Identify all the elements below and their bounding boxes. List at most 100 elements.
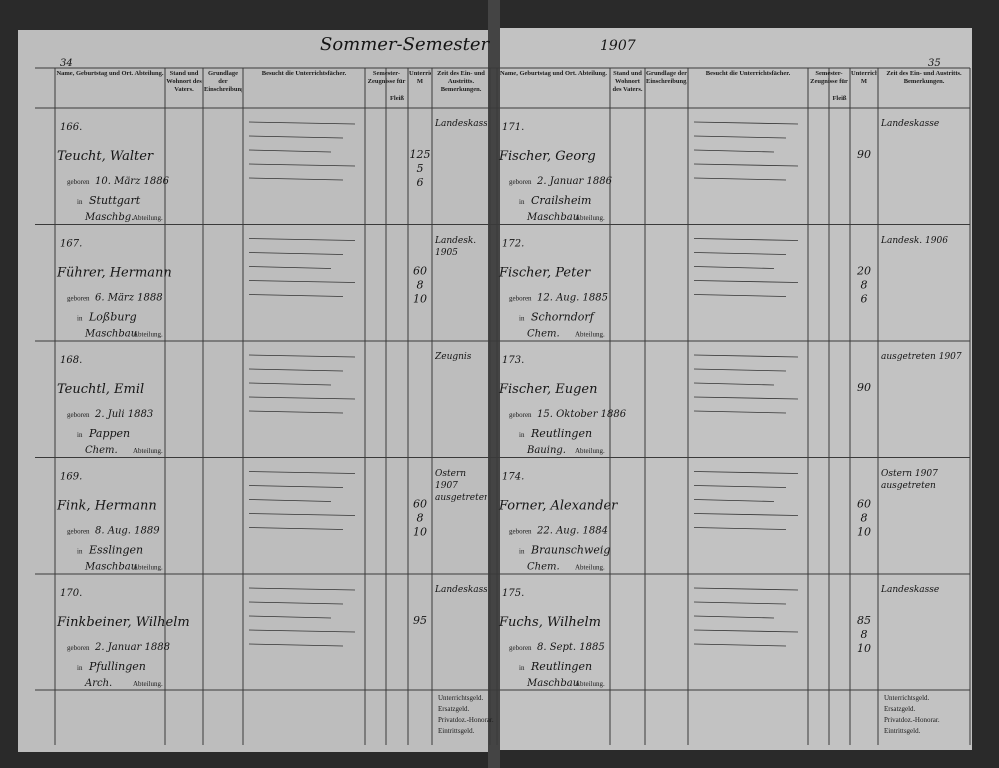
subject-scribble xyxy=(693,410,787,414)
entry-number: 172. xyxy=(502,239,524,250)
fee: 60 xyxy=(413,498,427,511)
header-cell: Name, Geburtstag und Ort. Abteilung. xyxy=(499,70,608,77)
remark-cell: Ostern 1907 ausgetreten xyxy=(435,468,487,503)
footer-label: Unterrichtsgeld. xyxy=(438,694,484,702)
department-label: Abteilung. xyxy=(133,564,163,572)
born-label: geboren xyxy=(509,411,532,419)
subject-scribble xyxy=(248,629,356,633)
header-text: Name, Geburtstag und Ort. Abteilung. xyxy=(499,70,608,77)
birth-place: Braunschweig xyxy=(530,544,610,557)
subject-scribble xyxy=(248,252,344,255)
born-label: geboren xyxy=(509,644,532,652)
entry-number: 171. xyxy=(502,122,524,133)
header-sub: Fleiß xyxy=(390,95,404,102)
header-cell: Besucht die Unterrichtsfächer. xyxy=(705,70,791,77)
subject-scribble xyxy=(248,527,344,530)
birth-place: Esslingen xyxy=(88,544,143,557)
remark-cell: Zeugnis xyxy=(435,352,471,362)
header-cell: Unterrichtsgeld M xyxy=(851,70,877,85)
subject-scribble xyxy=(693,149,775,153)
in-label: in xyxy=(519,431,525,439)
remark-cell: Landesk. 1906 xyxy=(881,236,948,246)
subject-scribble xyxy=(248,149,332,153)
born-label: geboren xyxy=(67,295,90,303)
header-text: Unterrichtsgeld M xyxy=(409,70,431,85)
remark: Landesk. 1905 xyxy=(435,235,477,258)
subject-scribble xyxy=(248,266,332,269)
subject-scribble xyxy=(248,135,344,139)
subject-scribble xyxy=(693,252,787,255)
subject-scribble xyxy=(248,499,332,502)
department: Chem. xyxy=(527,562,560,573)
header-cell: Unterrichtsgeld M xyxy=(409,70,431,85)
department-label: Abteilung. xyxy=(133,447,163,455)
birth-place: Pappen xyxy=(88,427,130,440)
right-page xyxy=(497,28,972,750)
department-label: Abteilung. xyxy=(575,447,605,455)
subject-scribble xyxy=(693,396,799,400)
born-label: geboren xyxy=(67,178,90,186)
entry-name: Finkbeiner, Wilhelm xyxy=(56,615,190,630)
born-label: geboren xyxy=(67,644,90,652)
subject-scribble xyxy=(693,471,799,474)
birth-date: 8. Sept. 1885 xyxy=(537,642,605,653)
entry-number: 166. xyxy=(60,122,82,133)
fee: 10 xyxy=(857,642,871,655)
entry-name: Fink, Hermann xyxy=(56,499,157,514)
subject-scribble xyxy=(693,163,799,167)
birth-date: 8. Aug. 1889 xyxy=(95,526,160,537)
remark: ausgetreten 1907 xyxy=(881,352,962,362)
page-number-right: 35 xyxy=(928,58,941,69)
birth-date: 2. Januar 1886 xyxy=(536,176,613,187)
subject-scribble xyxy=(693,368,787,372)
header-text: Zeit des Ein- und Austritts. Bemerkungen… xyxy=(437,70,485,93)
remark: Ostern 1907 ausgetreten xyxy=(435,468,487,503)
header-text: Name, Geburtstag und Ort. Abteilung. xyxy=(56,70,164,77)
department-label: Abteilung. xyxy=(133,680,163,688)
header-text: Besucht die Unterrichtsfächer. xyxy=(705,70,791,77)
footer-label: Eintrittsgeld. xyxy=(438,727,475,735)
subject-scribble xyxy=(693,485,787,488)
entry-name: Führer, Hermann xyxy=(56,266,172,281)
subject-scribble xyxy=(248,471,356,474)
department: Bauing. xyxy=(526,445,566,456)
fee: 10 xyxy=(413,293,427,306)
birth-place: Reutlingen xyxy=(530,427,592,440)
subject-scribble xyxy=(248,163,356,167)
in-label: in xyxy=(77,198,83,206)
subject-scribble xyxy=(248,121,356,125)
department: Maschbau xyxy=(526,678,579,689)
subject-scribble xyxy=(248,280,356,283)
footer-label: Eintrittsgeld. xyxy=(884,727,921,735)
subject-scribble xyxy=(693,601,787,605)
birth-date: 6. März 1888 xyxy=(95,293,163,304)
entry-number: 174. xyxy=(502,472,524,483)
birth-place: Crailsheim xyxy=(531,194,591,207)
footer-label: Ersatzgeld. xyxy=(884,705,916,713)
in-label: in xyxy=(519,315,525,323)
subject-scribble xyxy=(248,294,344,297)
header-text: Stand und Wohnort des Vaters. xyxy=(612,70,643,93)
subject-scribble xyxy=(693,135,787,139)
fee: 95 xyxy=(413,614,427,627)
fee: 90 xyxy=(857,148,871,161)
entry-name: Fischer, Georg xyxy=(498,149,596,164)
in-label: in xyxy=(519,664,525,672)
subject-scribble xyxy=(693,238,799,241)
header-cell: Grundlage der Einschreibung. xyxy=(646,70,687,85)
entry-name: Forner, Alexander xyxy=(498,499,618,514)
subject-scribble xyxy=(693,177,787,181)
birth-place: Stuttgart xyxy=(89,194,141,207)
header-cell: Semester-Zeugnisse für xyxy=(810,70,848,85)
header-text: Besucht die Unterrichtsfächer. xyxy=(261,70,347,77)
footer-label: Privatdoz.-Honorar. xyxy=(438,716,494,724)
subject-scribble xyxy=(248,601,344,605)
birth-date: 12. Aug. 1885 xyxy=(537,293,608,304)
department: Maschbau xyxy=(526,212,579,223)
subject-scribble xyxy=(693,587,799,591)
header-cell: Zeit des Ein- und Austritts. Bemerkungen… xyxy=(886,70,962,85)
remark-cell: Landesk. 1905 xyxy=(435,235,477,258)
entry-number: 168. xyxy=(60,355,82,366)
footer-label: Privatdoz.-Honorar. xyxy=(884,716,940,724)
header-text: Zeit des Ein- und Austritts. Bemerkungen… xyxy=(886,70,962,85)
